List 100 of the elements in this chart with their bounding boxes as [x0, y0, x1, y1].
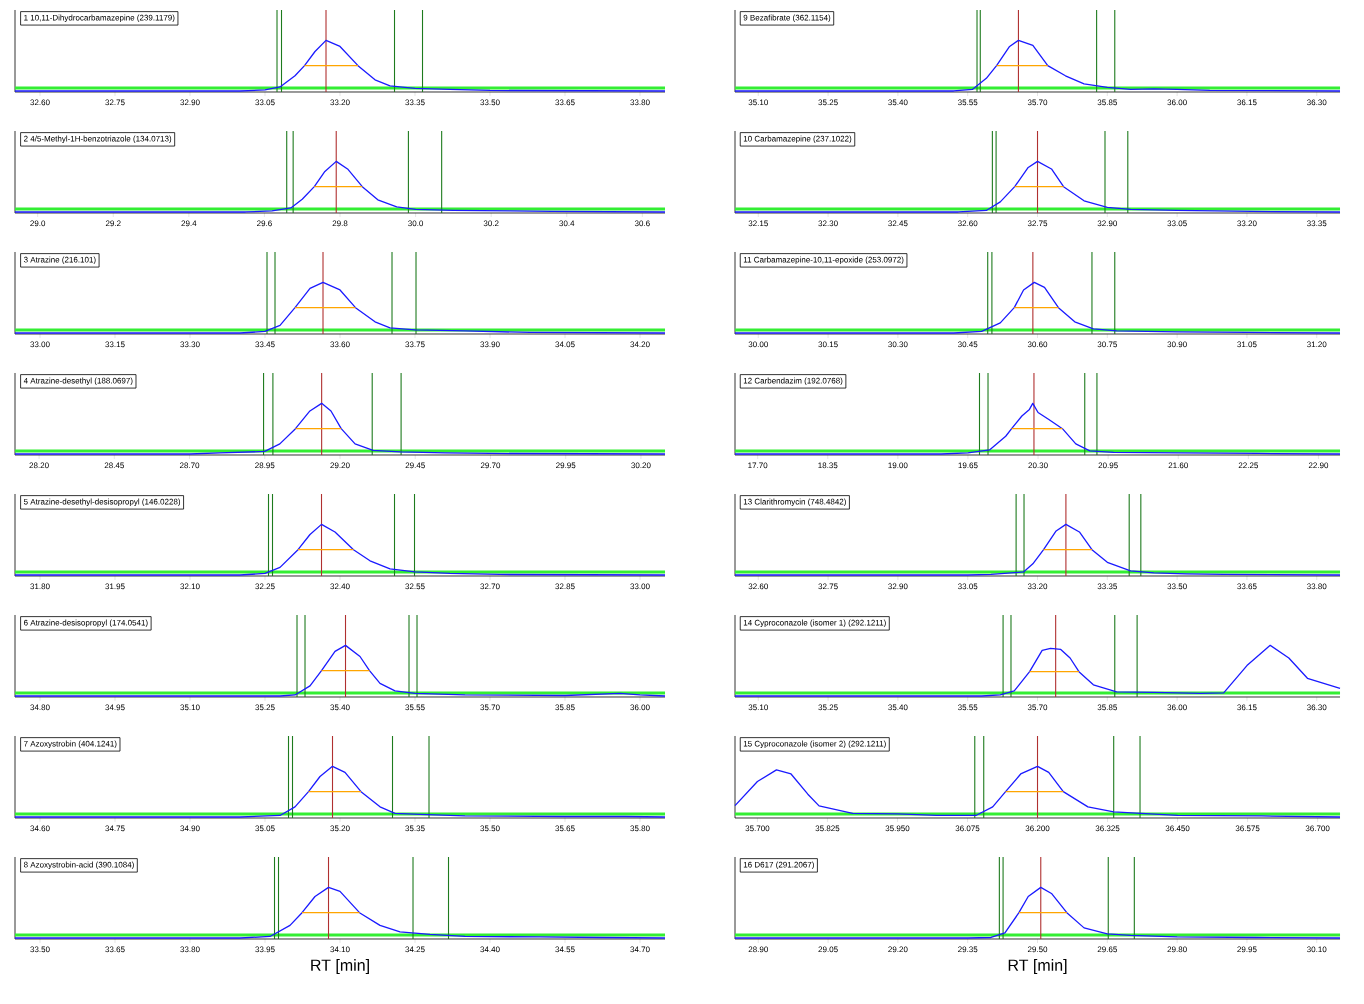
x-tick-label: 36.30 — [1307, 99, 1327, 106]
x-tick-label: 33.35 — [405, 99, 425, 106]
x-tick-label: 29.05 — [818, 946, 838, 953]
x-tick-label: 34.55 — [555, 946, 575, 953]
x-tick-label: 32.30 — [818, 220, 838, 227]
chart-title: 8 Azoxystrobin-acid (390.1084) — [23, 861, 134, 870]
x-tick-label: 33.65 — [1237, 583, 1257, 590]
x-tick-label: 35.25 — [818, 99, 838, 106]
x-tick-label: 20.30 — [1028, 462, 1048, 469]
x-tick-label: 33.20 — [1237, 220, 1257, 227]
x-tick-label: 33.00 — [30, 341, 50, 348]
x-tick-label: 29.95 — [1237, 946, 1257, 953]
chart-title: 2 4/5-Methyl-1H-benzotriazole (134.0713) — [24, 135, 172, 144]
x-tick-label: 29.20 — [888, 946, 908, 953]
x-tick-label: 34.70 — [630, 946, 650, 953]
x-tick-label: 33.50 — [30, 946, 50, 953]
x-tick-label: 30.2 — [483, 220, 499, 227]
x-tick-label: 33.20 — [1027, 583, 1048, 590]
x-tick-label: 32.60 — [748, 583, 768, 590]
x-tick-label: 30.15 — [818, 341, 838, 348]
x-tick-label: 32.90 — [888, 583, 908, 590]
x-tick-label: 32.60 — [957, 220, 978, 227]
x-tick-label: 33.50 — [1167, 583, 1187, 590]
x-tick-label: 30.60 — [1027, 341, 1048, 348]
x-tick-label: 29.80 — [1167, 946, 1187, 953]
x-tick-label: 22.25 — [1238, 462, 1259, 469]
x-tick-label: 20.95 — [1098, 462, 1118, 469]
x-tick-label: 31.80 — [30, 583, 50, 590]
x-tick-label: 29.95 — [556, 462, 576, 469]
x-tick-label: 33.35 — [1097, 583, 1117, 590]
x-tick-label: 30.20 — [631, 462, 651, 469]
chart-title: 3 Atrazine (216.101) — [23, 256, 96, 265]
x-tick-label: 31.05 — [1237, 341, 1257, 348]
x-tick-label: 35.35 — [405, 825, 425, 832]
x-tick-label: 32.75 — [1027, 220, 1048, 227]
x-tick-label: 36.325 — [1095, 825, 1120, 832]
x-tick-label: 33.80 — [1307, 583, 1327, 590]
x-tick-label: 36.15 — [1237, 704, 1257, 711]
x-tick-label: 35.80 — [630, 825, 650, 832]
x-tick-label: 35.85 — [555, 704, 575, 711]
x-tick-label: 34.90 — [180, 825, 200, 832]
x-tick-label: 32.90 — [1097, 220, 1118, 227]
x-tick-label: 30.10 — [1307, 946, 1327, 953]
x-tick-label: 30.90 — [1167, 341, 1187, 348]
x-tick-label: 35.825 — [815, 825, 840, 832]
x-tick-label: 32.90 — [180, 99, 200, 106]
x-tick-label: 32.15 — [748, 220, 768, 227]
x-tick-label: 30.75 — [1097, 341, 1117, 348]
x-tick-label: 33.05 — [255, 99, 275, 106]
x-tick-label: 35.25 — [255, 704, 275, 711]
x-tick-label: 28.95 — [255, 462, 275, 469]
x-tick-label: 33.05 — [957, 583, 978, 590]
x-tick-label: 34.25 — [405, 946, 425, 953]
x-tick-label: 36.575 — [1235, 825, 1260, 832]
x-tick-label: 29.6 — [257, 220, 272, 227]
x-tick-label: 29.70 — [480, 462, 501, 469]
x-tick-label: 36.00 — [630, 704, 650, 711]
x-tick-label: 35.65 — [555, 825, 575, 832]
chart-title: 4 Atrazine-desethyl (188.0697) — [23, 377, 133, 386]
x-tick-label: 36.700 — [1305, 825, 1330, 832]
x-tick-label: 32.10 — [180, 583, 200, 590]
x-tick-label: 36.200 — [1025, 825, 1050, 832]
x-tick-label: 35.40 — [330, 704, 350, 711]
x-tick-label: 31.95 — [105, 583, 125, 590]
x-tick-label: 32.70 — [480, 583, 500, 590]
x-tick-label: 29.2 — [105, 220, 121, 227]
chart-title: 11 Carbamazepine-10,11-epoxide (253.0972) — [743, 256, 904, 265]
x-tick-label: 28.90 — [748, 946, 768, 953]
x-tick-label: 28.20 — [29, 462, 49, 469]
x-tick-label: 30.30 — [888, 341, 908, 348]
x-tick-label: 33.80 — [180, 946, 200, 953]
x-tick-label: 33.80 — [630, 99, 650, 106]
x-tick-label: 30.0 — [408, 220, 424, 227]
x-tick-label: 35.40 — [888, 99, 908, 106]
x-tick-label: 35.55 — [957, 99, 978, 106]
x-tick-label: 36.00 — [1167, 704, 1187, 711]
x-tick-label: 32.25 — [255, 583, 275, 590]
x-tick-label: 29.4 — [181, 220, 197, 227]
chart-title: 5 Atrazine-desethyl-desisopropyl (146.0228) — [23, 498, 181, 507]
x-tick-label: 34.05 — [555, 341, 575, 348]
x-tick-label: 29.0 — [30, 220, 46, 227]
chart-title: 9 Bezafibrate (362.1154) — [743, 14, 831, 23]
x-tick-label: 21.60 — [1168, 462, 1188, 469]
x-tick-label: 33.50 — [480, 99, 500, 106]
x-tick-label: 36.15 — [1237, 99, 1257, 106]
x-tick-label: 32.40 — [330, 583, 350, 590]
x-tick-label: 18.35 — [818, 462, 838, 469]
x-tick-label: 29.35 — [958, 946, 978, 953]
x-tick-label: 35.70 — [1027, 704, 1048, 711]
x-tick-label: 33.30 — [180, 341, 200, 348]
x-tick-label: 36.075 — [955, 825, 980, 832]
chart-title: 10 Carbamazepine (237.1022) — [743, 135, 852, 144]
chart-title: 7 Azoxystrobin (404.1241) — [24, 740, 117, 749]
x-tick-label: 29.45 — [405, 462, 425, 469]
x-tick-label: 35.85 — [1097, 704, 1117, 711]
x-tick-label: 35.10 — [748, 704, 768, 711]
x-tick-label: 36.450 — [1165, 825, 1190, 832]
x-tick-label: 19.00 — [888, 462, 908, 469]
x-tick-label: 33.60 — [330, 341, 350, 348]
x-tick-label: 33.20 — [330, 99, 350, 106]
